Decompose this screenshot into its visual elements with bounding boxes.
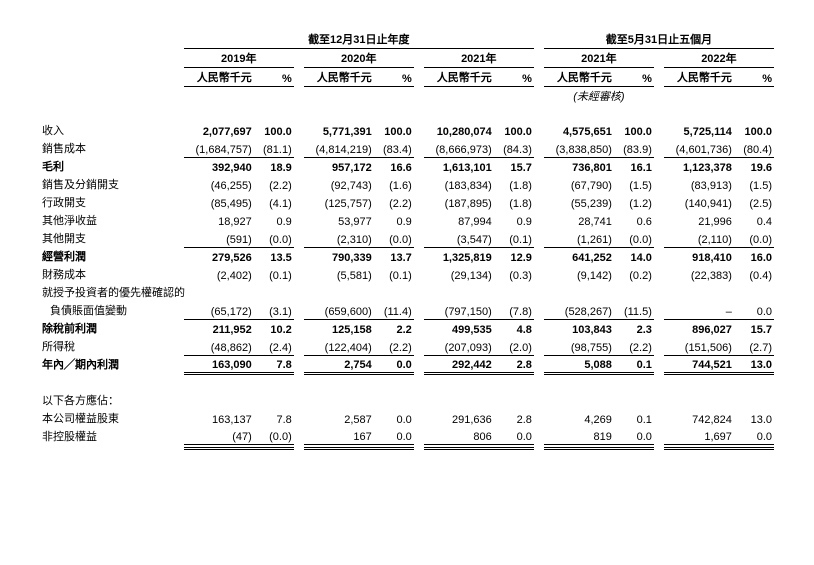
row-revenue: 收入 2,077,697100.0 5,771,391100.0 10,280,… bbox=[40, 121, 774, 139]
row-finance-cost: 財務成本 (2,402)(0.1) (5,581)(0.1) (29,134)(… bbox=[40, 265, 774, 283]
row-other-exp: 其他開支 (591)(0.0) (2,310)(0.0) (3,547)(0.1… bbox=[40, 229, 774, 247]
row-tax: 所得稅 (48,862)(2.4) (122,404)(2.2) (207,09… bbox=[40, 337, 774, 355]
hdr-2019: 2019年 bbox=[184, 49, 294, 68]
row-pref-1: 就授予投資者的優先權確認的 bbox=[40, 283, 774, 301]
hdr-period-year: 截至12月31日止年度 bbox=[184, 30, 534, 49]
hdr-unaudited: (未經審核) bbox=[544, 87, 654, 106]
hdr-pct: % bbox=[254, 68, 294, 87]
row-owners: 本公司權益股東 163,1377.8 2,5870.0 291,6362.8 4… bbox=[40, 409, 774, 427]
row-net-profit: 年內╱期內利潤 163,0907.8 2,7540.0 292,4422.8 5… bbox=[40, 355, 774, 373]
row-admin: 行政開支 (85,495)(4.1) (125,757)(2.2) (187,8… bbox=[40, 193, 774, 211]
hdr-2020: 2020年 bbox=[304, 49, 414, 68]
row-attrib-heading: 以下各方應佔： bbox=[40, 391, 774, 409]
row-pbt: 除稅前利潤 211,95210.2 125,1582.2 499,5354.8 … bbox=[40, 319, 774, 337]
row-op-profit: 經營利潤 279,52613.5 790,33913.7 1,325,81912… bbox=[40, 247, 774, 265]
row-other-income: 其他淨收益 18,9270.9 53,9770.9 87,9940.9 28,7… bbox=[40, 211, 774, 229]
row-gross: 毛利 392,94018.9 957,17216.6 1,613,10115.7… bbox=[40, 157, 774, 175]
row-bottom-rule bbox=[40, 445, 774, 449]
row-nci: 非控股權益 (47)(0.0) 1670.0 8060.0 8190.0 1,6… bbox=[40, 427, 774, 445]
row-cogs: 銷售成本 (1,684,757)(81.1) (4,814,219)(83.4)… bbox=[40, 139, 774, 157]
row-pref-2: 負債賬面值變動 (65,172)(3.1) (659,600)(11.4) (7… bbox=[40, 301, 774, 319]
hdr-period-5m: 截至5月31日止五個月 bbox=[544, 30, 774, 49]
hdr-m2022: 2022年 bbox=[664, 49, 774, 68]
hdr-2021: 2021年 bbox=[424, 49, 534, 68]
financial-table: 截至12月31日止年度 截至5月31日止五個月 2019年 2020年 2021… bbox=[40, 30, 774, 450]
hdr-m2021: 2021年 bbox=[544, 49, 654, 68]
row-selling: 銷售及分銷開支 (46,255)(2.2) (92,743)(1.6) (183… bbox=[40, 175, 774, 193]
hdr-unit: 人民幣千元 bbox=[184, 68, 254, 87]
